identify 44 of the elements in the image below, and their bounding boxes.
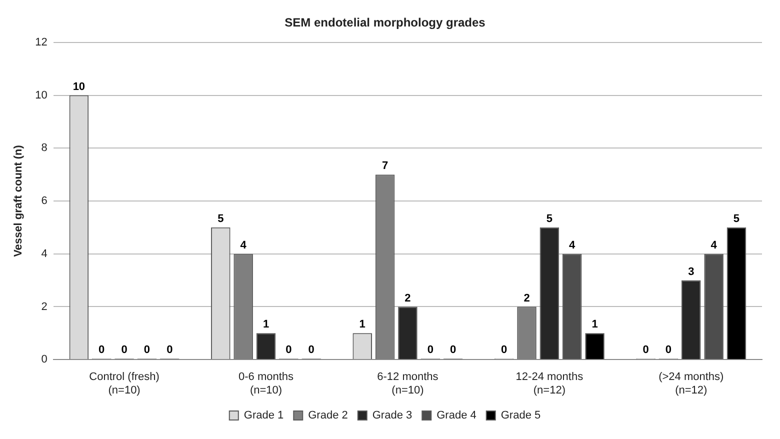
data-label: 4 bbox=[710, 239, 718, 252]
legend-label: Grade 1 bbox=[244, 410, 284, 422]
legend-label: Grade 4 bbox=[436, 410, 476, 422]
x-tick-label: 12-24 months (n=12) bbox=[516, 371, 584, 396]
chart-title: SEM endotelial morphology grades bbox=[284, 16, 486, 30]
y-axis-title: Vessel graft count (n) bbox=[12, 144, 25, 257]
data-label: 4 bbox=[240, 239, 248, 252]
data-label: 0 bbox=[642, 344, 649, 356]
data-label: 0 bbox=[308, 344, 314, 356]
data-label: 0 bbox=[121, 344, 128, 356]
data-label: 5 bbox=[546, 212, 552, 225]
x-tick-label: 0-6 months (n=10) bbox=[238, 371, 294, 396]
data-label: 1 bbox=[262, 318, 270, 331]
data-label: 10 bbox=[72, 80, 86, 93]
y-tick-label: 2 bbox=[41, 300, 48, 313]
data-label: 5 bbox=[218, 212, 224, 225]
x-tick-label: 6-12 months (n=10) bbox=[377, 371, 439, 396]
data-label: 7 bbox=[382, 160, 388, 172]
y-tick-label: 10 bbox=[35, 89, 48, 102]
y-tick-label: 12 bbox=[35, 36, 48, 48]
legend-label: Grade 3 bbox=[372, 410, 412, 422]
y-tick-label: 4 bbox=[41, 248, 48, 260]
legend-label: Grade 2 bbox=[308, 410, 348, 422]
data-label: 2 bbox=[524, 292, 530, 304]
data-label: 1 bbox=[359, 318, 366, 331]
data-label: 0 bbox=[450, 344, 456, 356]
data-label: 4 bbox=[569, 239, 576, 252]
data-label: 0 bbox=[286, 344, 292, 356]
data-label: 0 bbox=[501, 344, 508, 356]
data-label: 0 bbox=[427, 344, 434, 356]
data-label: 1 bbox=[592, 318, 598, 331]
legend-label: Grade 5 bbox=[500, 410, 541, 422]
data-label: 0 bbox=[98, 344, 105, 356]
y-tick-label: 8 bbox=[41, 142, 48, 154]
x-tick-label: (>24 months) (n=12) bbox=[658, 371, 724, 396]
x-tick-label: Control (fresh) (n=10) bbox=[89, 371, 160, 396]
data-label: 5 bbox=[733, 212, 740, 225]
data-label: 0 bbox=[665, 344, 672, 356]
y-tick-label: 6 bbox=[41, 195, 48, 208]
data-label: 0 bbox=[144, 344, 150, 356]
data-label: 2 bbox=[404, 292, 411, 304]
y-tick-label: 0 bbox=[41, 354, 48, 366]
data-label: 0 bbox=[166, 344, 173, 356]
data-label: 3 bbox=[688, 266, 694, 278]
